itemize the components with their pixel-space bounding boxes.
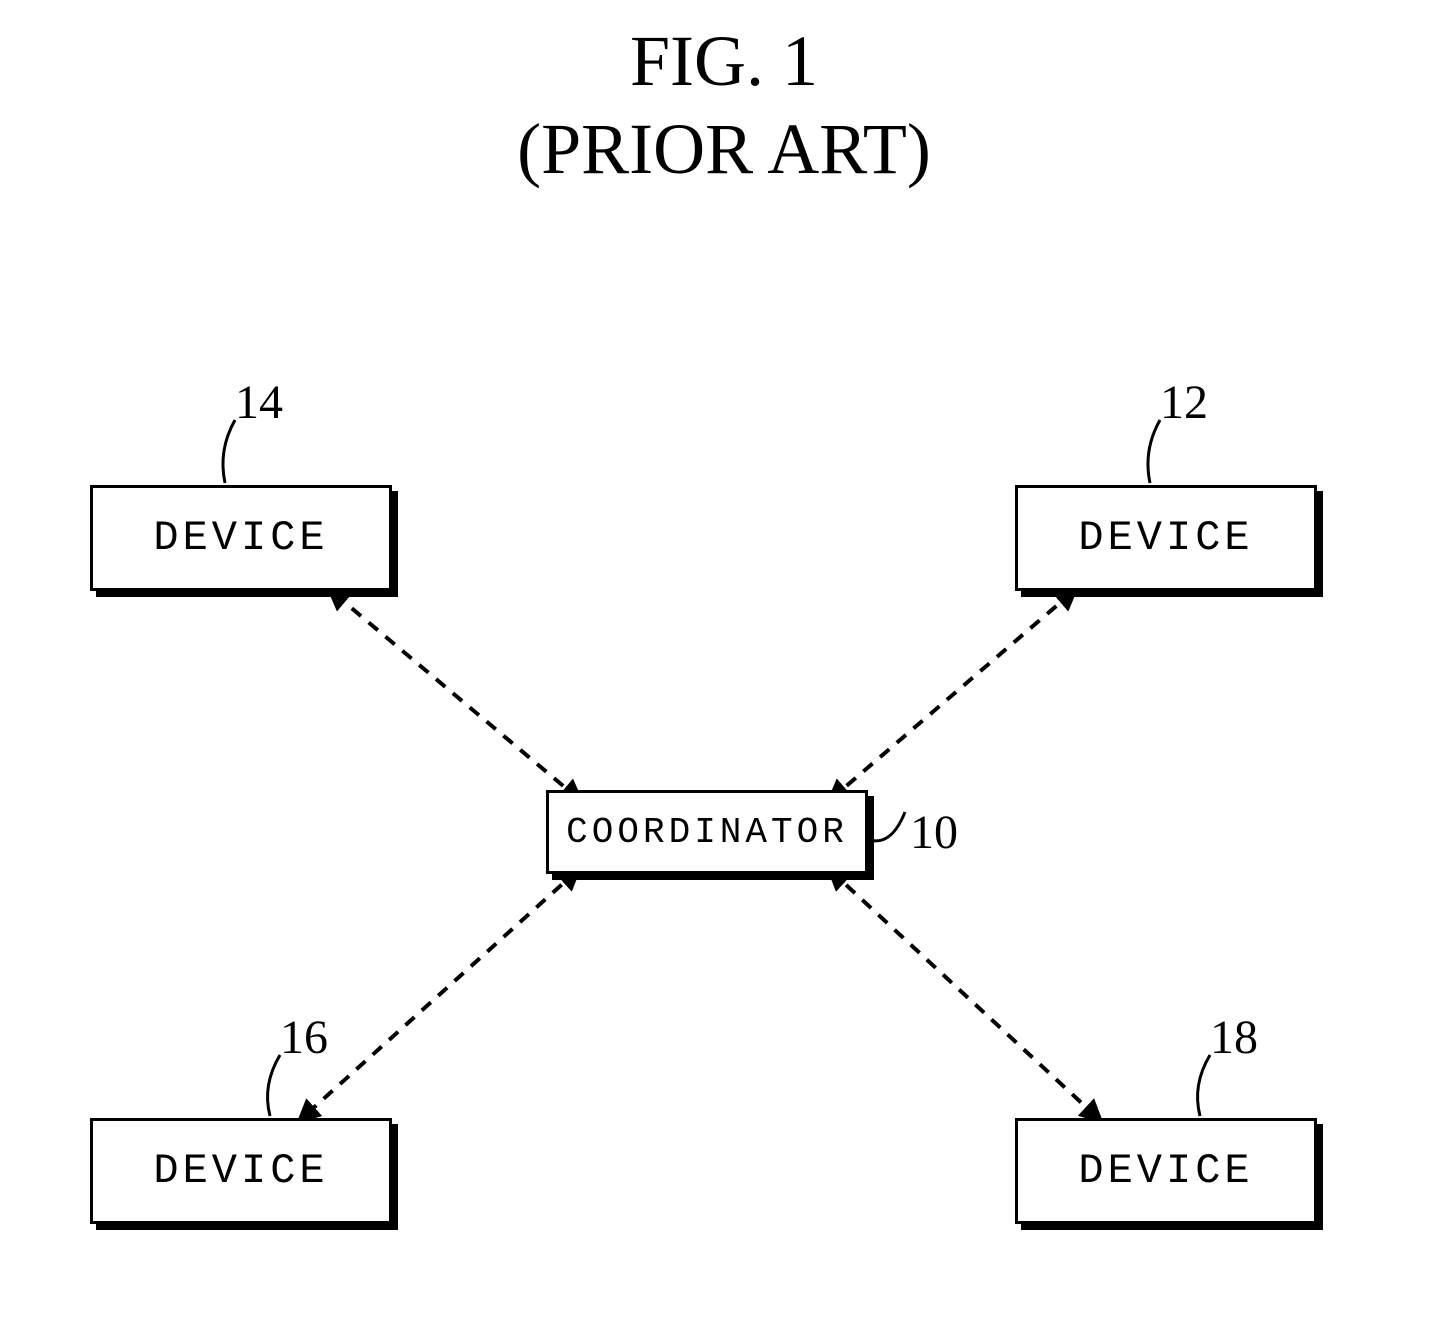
leader-coordinator [864, 812, 905, 841]
ref-label-device_br: 18 [1210, 1010, 1258, 1065]
node-device_br: DEVICE [1015, 1118, 1317, 1224]
edge-coordinator-device_tl [330, 590, 580, 800]
edge-coordinator-device_bl [300, 870, 578, 1120]
ref-label-device_tl: 14 [235, 375, 283, 430]
figure-title-line2: (PRIOR ART) [0, 108, 1448, 191]
leader-device_bl [268, 1055, 280, 1116]
node-label-device_tl: DEVICE [153, 514, 328, 562]
ref-label-device_bl: 16 [280, 1010, 328, 1065]
node-coordinator: COORDINATOR [546, 790, 868, 874]
leader-device_tr [1148, 420, 1160, 483]
node-label-device_bl: DEVICE [153, 1147, 328, 1195]
node-label-device_br: DEVICE [1078, 1147, 1253, 1195]
node-label-device_tr: DEVICE [1078, 514, 1253, 562]
edge-coordinator-device_br [830, 870, 1100, 1120]
figure-title-line1: FIG. 1 [0, 20, 1448, 103]
node-device_bl: DEVICE [90, 1118, 392, 1224]
edge-coordinator-device_tr [830, 590, 1075, 800]
node-label-coordinator: COORDINATOR [566, 812, 848, 853]
leader-device_br [1198, 1055, 1210, 1116]
leader-device_tl [223, 420, 235, 483]
node-device_tl: DEVICE [90, 485, 392, 591]
node-device_tr: DEVICE [1015, 485, 1317, 591]
ref-label-coordinator: 10 [910, 805, 958, 860]
ref-label-device_tr: 12 [1160, 375, 1208, 430]
figure-canvas: FIG. 1 (PRIOR ART) COORDINATOR DEVICE DEVI… [0, 0, 1448, 1330]
